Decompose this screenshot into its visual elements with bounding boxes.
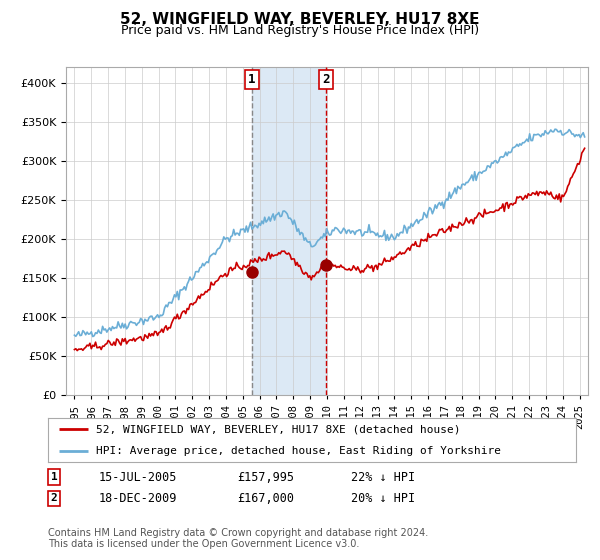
Text: 1: 1 bbox=[50, 472, 58, 482]
Text: 18-DEC-2009: 18-DEC-2009 bbox=[99, 492, 178, 505]
Text: HPI: Average price, detached house, East Riding of Yorkshire: HPI: Average price, detached house, East… bbox=[95, 446, 500, 456]
Text: 52, WINGFIELD WAY, BEVERLEY, HU17 8XE (detached house): 52, WINGFIELD WAY, BEVERLEY, HU17 8XE (d… bbox=[95, 424, 460, 434]
Text: Price paid vs. HM Land Registry's House Price Index (HPI): Price paid vs. HM Land Registry's House … bbox=[121, 24, 479, 37]
Text: Contains HM Land Registry data © Crown copyright and database right 2024.
This d: Contains HM Land Registry data © Crown c… bbox=[48, 528, 428, 549]
Text: 20% ↓ HPI: 20% ↓ HPI bbox=[351, 492, 415, 505]
Bar bbox=[252, 67, 326, 395]
Text: 15-JUL-2005: 15-JUL-2005 bbox=[99, 470, 178, 484]
Text: 2: 2 bbox=[50, 493, 58, 503]
Text: £157,995: £157,995 bbox=[237, 470, 294, 484]
Text: £167,000: £167,000 bbox=[237, 492, 294, 505]
Text: 22% ↓ HPI: 22% ↓ HPI bbox=[351, 470, 415, 484]
Text: 52, WINGFIELD WAY, BEVERLEY, HU17 8XE: 52, WINGFIELD WAY, BEVERLEY, HU17 8XE bbox=[120, 12, 480, 27]
Text: 2: 2 bbox=[323, 73, 330, 86]
Text: 1: 1 bbox=[248, 73, 256, 86]
